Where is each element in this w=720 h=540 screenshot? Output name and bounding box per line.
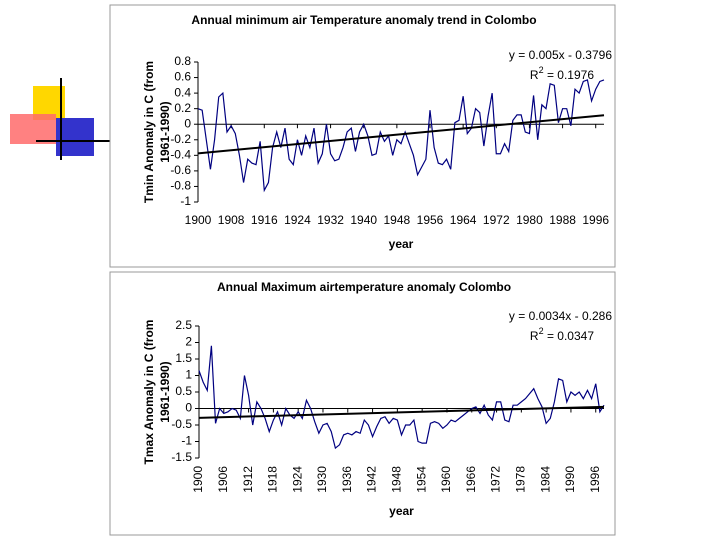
y-tick-label: 0 bbox=[185, 401, 192, 415]
x-tick-label: 1940 bbox=[350, 213, 377, 227]
data-line bbox=[197, 79, 605, 193]
x-tick-label: 1978 bbox=[514, 466, 528, 493]
x-tick-label: 1906 bbox=[216, 466, 230, 493]
y-tick-label: 1.5 bbox=[175, 351, 192, 365]
y-tick-label: 0.4 bbox=[174, 85, 191, 99]
x-tick-label: 1980 bbox=[516, 213, 543, 227]
r2-value: = 0.0347 bbox=[544, 329, 595, 343]
data-line bbox=[198, 345, 605, 450]
x-tick-label: 1932 bbox=[317, 213, 344, 227]
x-tick-label: 1948 bbox=[390, 466, 404, 493]
r2-exponent: 2 bbox=[539, 326, 544, 336]
x-tick-label: 1948 bbox=[384, 213, 411, 227]
chart-frame bbox=[109, 271, 616, 536]
trend-line bbox=[198, 405, 605, 419]
x-tick-label: 1990 bbox=[563, 466, 577, 493]
r2-exponent: 2 bbox=[539, 65, 544, 75]
logo-square bbox=[10, 114, 56, 144]
x-axis-title: year bbox=[389, 237, 414, 251]
y-tick-label: -1.5 bbox=[171, 450, 192, 464]
x-tick-label: 1972 bbox=[483, 213, 510, 227]
x-tick-label: 1960 bbox=[439, 466, 453, 493]
y-tick-label: 0.8 bbox=[174, 54, 191, 68]
x-tick-label: 1900 bbox=[191, 466, 205, 493]
x-tick-label: 1996 bbox=[588, 466, 602, 493]
y-tick-label: -1 bbox=[181, 434, 192, 448]
r2-symbol: R bbox=[530, 68, 539, 82]
x-tick-label: 1972 bbox=[489, 466, 503, 493]
trend-equation: y = 0.005x - 0.3796 bbox=[509, 48, 612, 62]
x-tick-label: 1964 bbox=[450, 213, 477, 227]
slide-logo bbox=[10, 78, 110, 160]
chart-title: Annual minimum air Temperature anomaly t… bbox=[191, 13, 536, 27]
x-tick-label: 1954 bbox=[414, 466, 428, 493]
chart-title: Annual Maximum airtemperature anomaly Co… bbox=[217, 280, 511, 294]
x-tick-label: 1966 bbox=[464, 466, 478, 493]
x-tick-label: 1984 bbox=[538, 466, 552, 493]
x-tick-label: 1908 bbox=[218, 213, 245, 227]
y-tick-label: -0.4 bbox=[170, 148, 191, 162]
x-axis-title: year bbox=[389, 504, 414, 518]
x-tick-label: 1996 bbox=[582, 213, 609, 227]
y-tick-label: -0.2 bbox=[170, 132, 191, 146]
y-axis-title: 1961-1990) bbox=[158, 101, 172, 162]
y-tick-label: 0.6 bbox=[174, 70, 191, 84]
y-tick-label: -0.8 bbox=[170, 179, 191, 193]
trend-r-squared: R2 = 0.0347 bbox=[530, 326, 594, 343]
x-tick-label: 1924 bbox=[290, 466, 304, 493]
x-tick-label: 1988 bbox=[549, 213, 576, 227]
x-tick-label: 1916 bbox=[251, 213, 278, 227]
x-tick-label: 1942 bbox=[365, 466, 379, 493]
x-tick-label: 1912 bbox=[241, 466, 255, 493]
y-axis-title: 1961-1990) bbox=[158, 361, 172, 422]
y-tick-label: 0 bbox=[184, 116, 191, 130]
y-tick-label: 0.2 bbox=[174, 101, 191, 115]
y-tick-label: 2.5 bbox=[175, 318, 192, 332]
logo-square bbox=[56, 118, 94, 156]
r2-symbol: R bbox=[530, 329, 539, 343]
y-tick-label: 2 bbox=[185, 335, 192, 349]
y-tick-label: 0.5 bbox=[175, 384, 192, 398]
x-tick-label: 1930 bbox=[315, 466, 329, 493]
trend-equation: y = 0.0034x - 0.286 bbox=[509, 309, 612, 323]
chart-frame bbox=[109, 4, 616, 268]
y-tick-label: -0.5 bbox=[171, 417, 192, 431]
x-tick-label: 1900 bbox=[185, 213, 212, 227]
y-axis-title: Tmin Anomaly in C (from bbox=[142, 61, 156, 203]
trend-line bbox=[197, 114, 605, 155]
y-tick-label: -0.6 bbox=[170, 163, 191, 177]
trend-r-squared: R2 = 0.1976 bbox=[530, 65, 594, 82]
x-tick-label: 1936 bbox=[340, 466, 354, 493]
x-tick-label: 1956 bbox=[417, 213, 444, 227]
x-tick-label: 1924 bbox=[284, 213, 311, 227]
y-tick-label: 1 bbox=[185, 368, 192, 382]
y-axis-title: Tmax Anomaly in C (from bbox=[142, 320, 156, 465]
x-tick-label: 1918 bbox=[266, 466, 280, 493]
y-tick-label: -1 bbox=[180, 194, 191, 208]
r2-value: = 0.1976 bbox=[544, 68, 595, 82]
